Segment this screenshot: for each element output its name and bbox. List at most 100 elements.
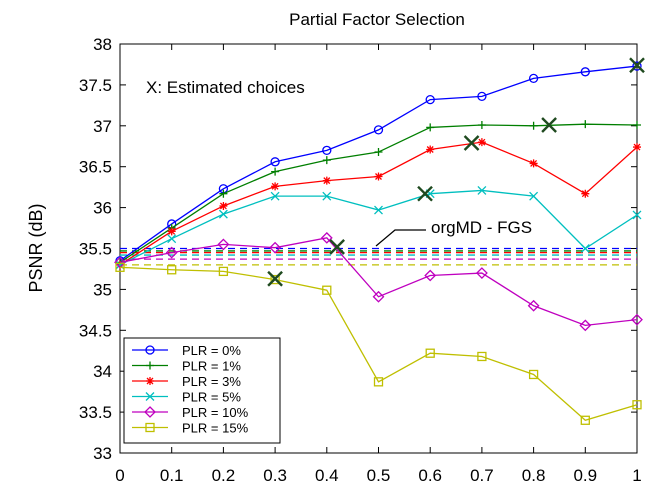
data-point	[270, 274, 280, 285]
data-point	[424, 269, 437, 282]
data-point	[527, 299, 540, 312]
data-point	[115, 262, 125, 272]
data-point	[219, 201, 228, 210]
y-tick-label: 37	[93, 117, 112, 136]
estimated-choices-label: X: Estimated choices	[146, 78, 305, 97]
y-tick-label: 34.5	[79, 321, 112, 340]
data-point	[477, 351, 487, 362]
data-point	[219, 189, 228, 198]
x-tick-label: 0.7	[470, 466, 494, 485]
data-point	[218, 209, 228, 219]
estimated-choice-mark	[629, 57, 645, 74]
data-point	[581, 189, 590, 198]
data-point	[477, 91, 487, 102]
estimated-choice-mark	[329, 239, 345, 255]
x-tick-label: 0.6	[418, 466, 442, 485]
estimated-choice-mark	[541, 117, 557, 133]
y-tick-label: 35.5	[79, 240, 112, 259]
data-point	[633, 120, 641, 129]
data-point	[631, 313, 643, 326]
data-point	[528, 73, 539, 84]
data-point	[529, 159, 538, 168]
y-tick-label: 37.5	[79, 76, 112, 95]
data-point	[217, 238, 230, 251]
estimated-choice-mark	[463, 135, 480, 151]
data-point	[426, 123, 435, 132]
legend-label: PLR = 5%	[182, 390, 241, 405]
data-point	[579, 319, 592, 332]
data-point	[322, 145, 332, 155]
y-tick-label: 33	[93, 444, 112, 463]
legend-label: PLR = 0%	[182, 343, 241, 358]
x-tick-label: 0.1	[160, 466, 184, 485]
series-line	[119, 266, 638, 422]
reference-line-label: orgMD - FGS	[431, 218, 532, 237]
chart-title: Partial Factor Selection	[289, 10, 465, 29]
data-point	[322, 176, 331, 185]
data-point	[477, 185, 487, 195]
estimated-choice-mark	[267, 270, 283, 287]
data-point	[477, 120, 486, 129]
data-point	[580, 67, 590, 77]
legend-marker	[146, 377, 154, 385]
data-point	[322, 156, 331, 165]
y-tick-label: 33.5	[79, 403, 112, 422]
series-line	[119, 189, 638, 266]
y-tick-label: 36	[93, 199, 112, 218]
data-point	[425, 348, 435, 358]
data-point	[373, 125, 384, 135]
series-line	[119, 237, 638, 327]
data-point	[632, 210, 642, 220]
legend-marker	[144, 406, 156, 418]
data-point	[167, 234, 177, 244]
data-point	[477, 138, 486, 147]
data-point	[322, 285, 332, 295]
x-tick-label: 0.8	[522, 466, 546, 485]
data-point	[425, 94, 435, 105]
y-axis-label: PSNR (dB)	[26, 203, 46, 292]
x-tick-label: 0.4	[315, 466, 339, 485]
legend-marker	[145, 345, 155, 355]
data-point	[165, 246, 178, 259]
legend-marker	[146, 361, 154, 370]
x-tick-label: 1	[632, 466, 641, 485]
y-tick-label: 36.5	[79, 158, 112, 177]
data-point	[529, 191, 539, 201]
y-tick-label: 34	[93, 362, 112, 381]
data-point	[271, 167, 280, 176]
reference-label-pointer	[375, 229, 426, 247]
data-point	[374, 147, 383, 156]
x-tick-label: 0.5	[367, 466, 391, 485]
series-line	[119, 65, 638, 262]
data-point	[167, 265, 177, 275]
data-point	[426, 145, 435, 154]
data-point	[632, 61, 642, 71]
legend-marker	[145, 422, 155, 433]
legend-marker	[145, 392, 155, 401]
legend-label: PLR = 1%	[182, 359, 241, 374]
legend: PLR = 0%PLR = 1%PLR = 3%PLR = 5%PLR = 10…	[123, 337, 281, 444]
legend-box	[123, 337, 281, 444]
data-point	[320, 231, 333, 244]
legend-label: PLR = 15%	[182, 421, 249, 436]
data-point	[271, 182, 280, 191]
data-point	[580, 244, 590, 253]
data-point	[218, 266, 229, 277]
plot-area: 0 0.1 0.2 0.3 0.4 0.5 0.6 0.7 0.8 0.9 1 33 33.5 34 34.…	[79, 35, 645, 485]
data-point	[632, 400, 642, 410]
data-point	[580, 415, 590, 425]
data-point	[581, 120, 590, 129]
data-point	[374, 172, 383, 181]
data-point	[374, 205, 383, 215]
data-point	[475, 267, 488, 279]
y-tick-label: 35	[93, 280, 112, 299]
data-point	[269, 241, 282, 254]
data-point	[373, 377, 384, 387]
x-tick-label: 0	[115, 466, 124, 485]
x-tick-label: 0.2	[212, 466, 236, 485]
data-point	[372, 290, 385, 303]
series-line	[119, 141, 638, 266]
data-point	[270, 157, 280, 167]
data-point	[167, 227, 176, 236]
